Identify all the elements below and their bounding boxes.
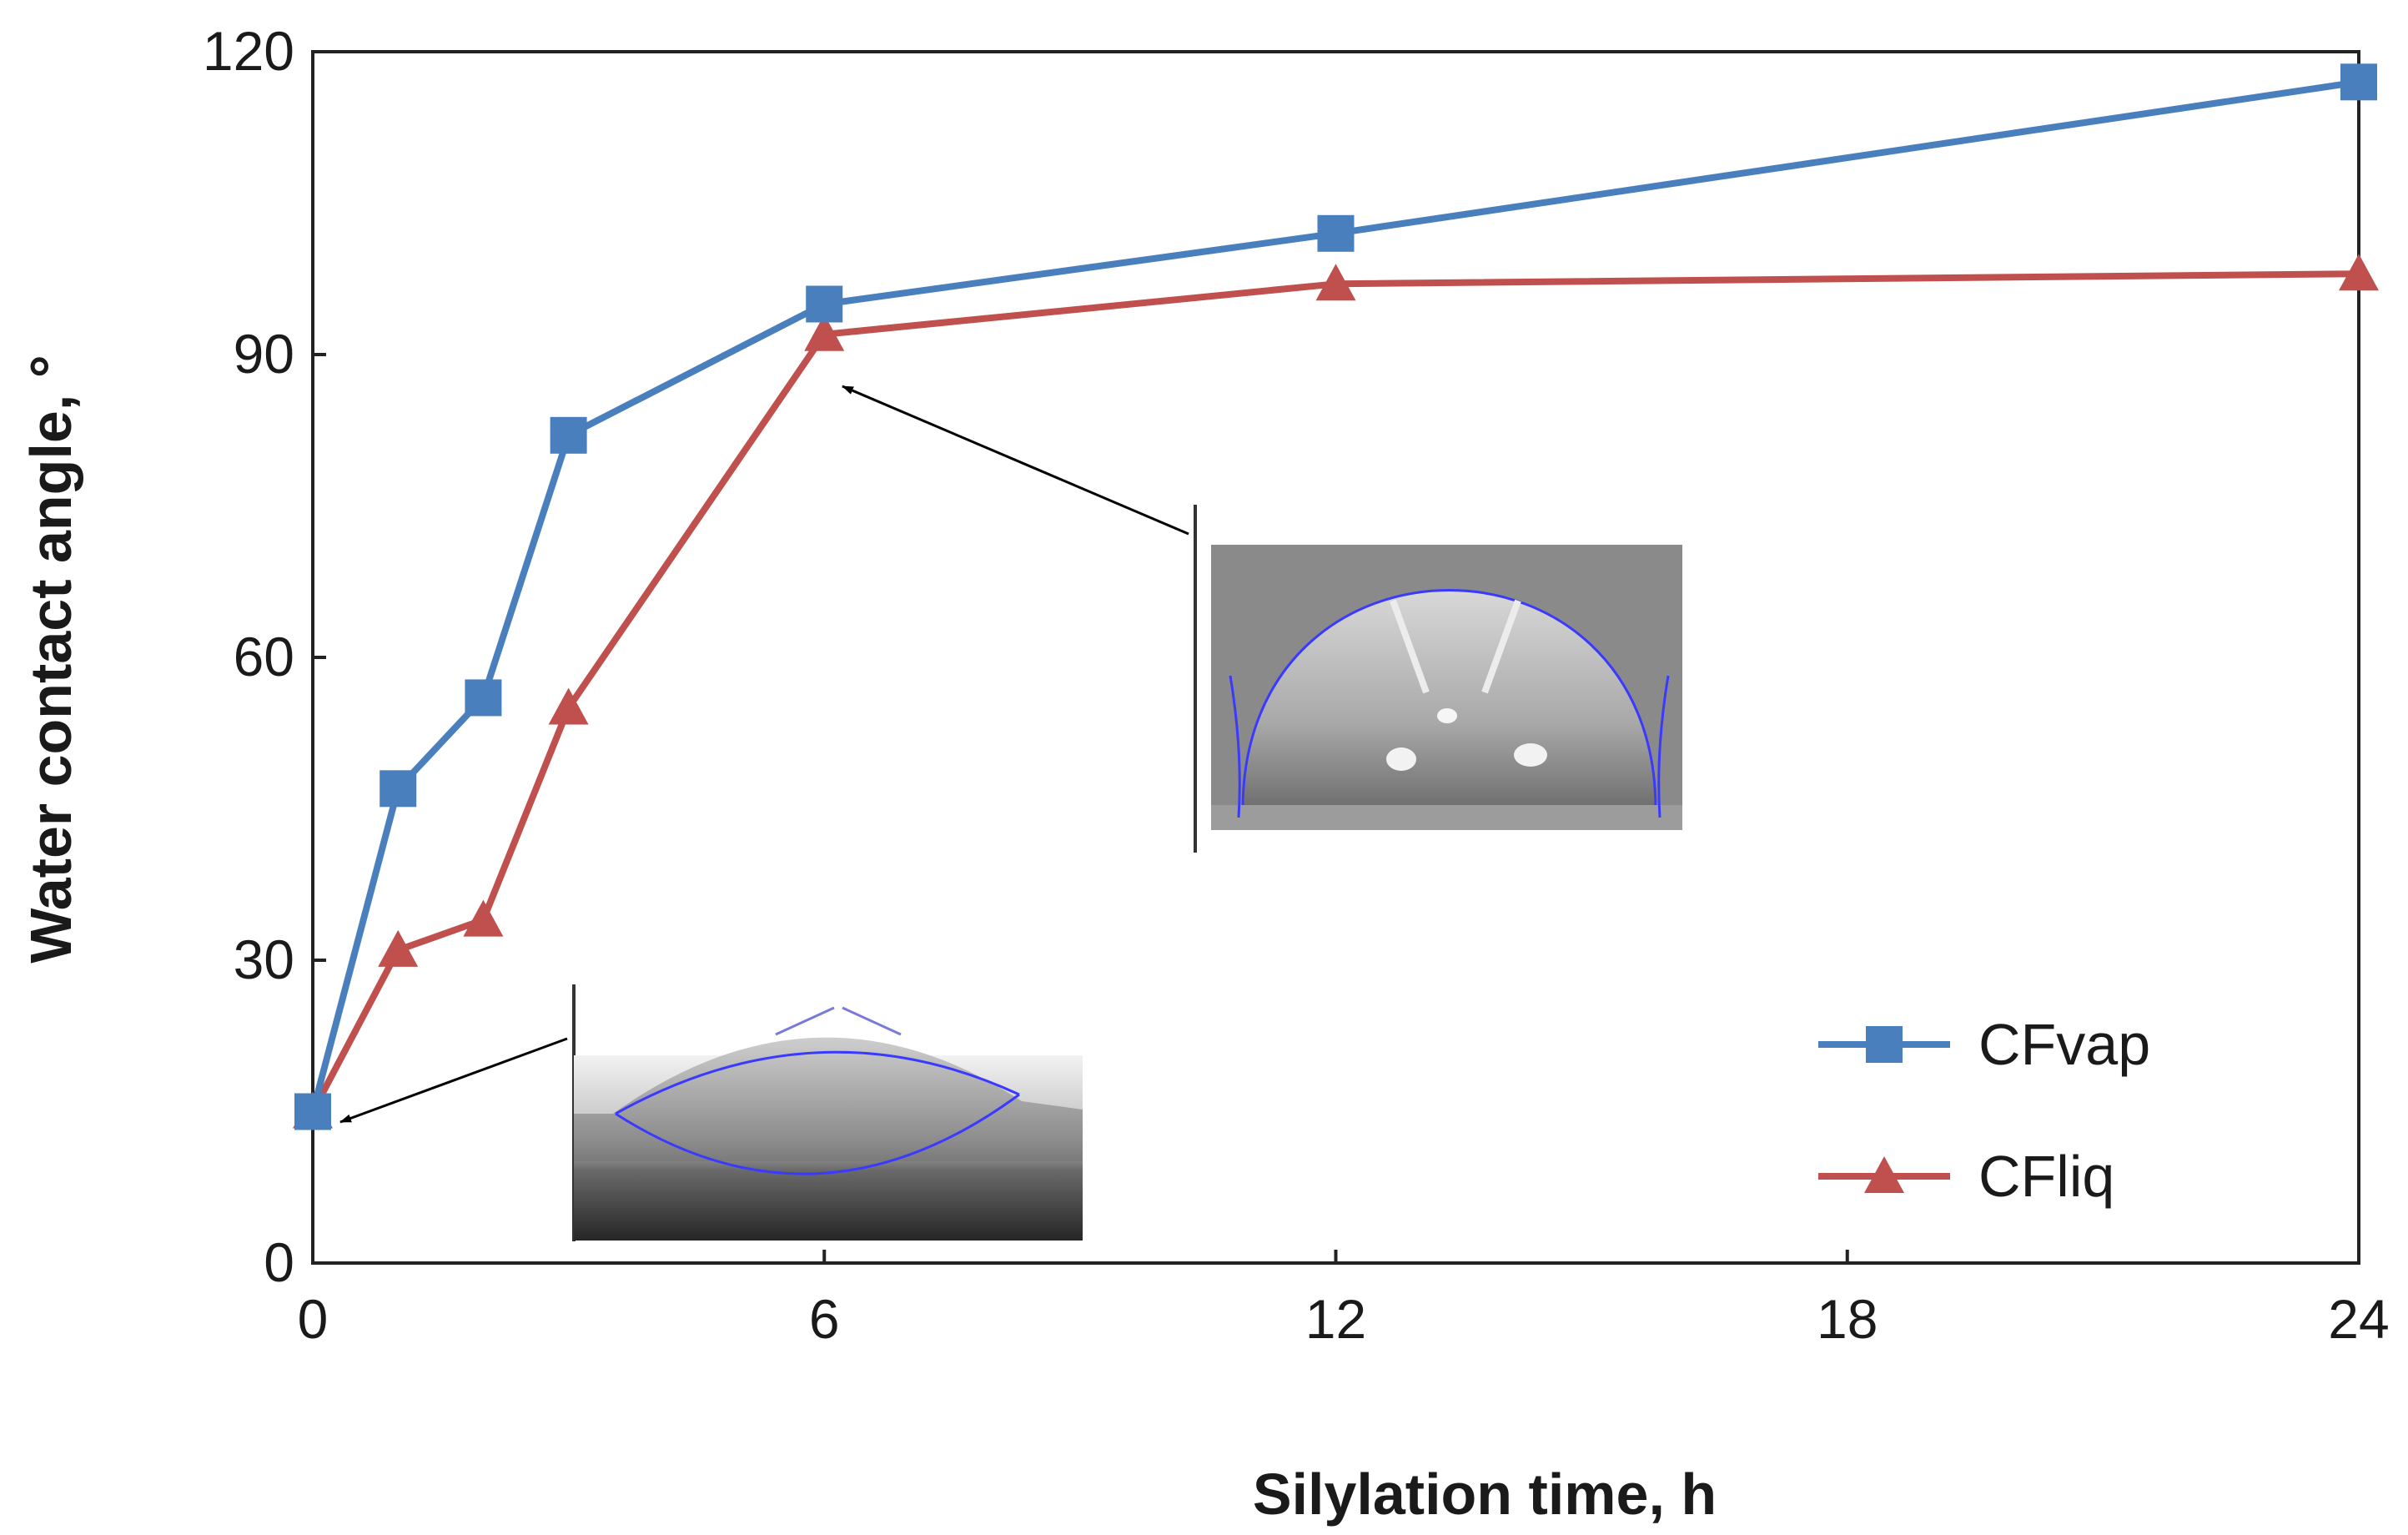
data-point-cfvap bbox=[806, 285, 843, 323]
x-axis: 0 6 12 18 24 bbox=[298, 1250, 2390, 1350]
data-point-cfvap bbox=[2340, 63, 2377, 101]
y-axis: 0 30 60 90 120 bbox=[203, 20, 326, 1293]
data-point-cfliq bbox=[1315, 264, 1356, 301]
legend-item-cfliq: CFliq bbox=[1818, 1144, 2114, 1209]
legend-label-cfvap: CFvap bbox=[1978, 1012, 2150, 1077]
data-point-cfliq bbox=[548, 687, 589, 725]
data-point-cfvap bbox=[1317, 214, 1355, 252]
data-point-cfliq bbox=[2339, 254, 2379, 291]
x-tick-label: 12 bbox=[1305, 1288, 1366, 1350]
data-point-cfvap bbox=[380, 770, 417, 808]
data-point-cfvap bbox=[294, 1093, 331, 1130]
legend-marker-square-icon bbox=[1866, 1026, 1903, 1063]
data-point-cfliq bbox=[378, 929, 419, 967]
legend-marker-triangle-icon bbox=[1864, 1156, 1904, 1193]
y-tick-label: 120 bbox=[203, 20, 294, 82]
y-tick-label: 60 bbox=[234, 626, 294, 687]
legend-label-cfliq: CFliq bbox=[1978, 1144, 2114, 1209]
x-axis-title: Silylation time, h bbox=[1253, 1462, 1717, 1527]
x-tick-label: 24 bbox=[2328, 1288, 2389, 1350]
y-axis-title: Water contact angle, ° bbox=[18, 355, 83, 963]
y-tick-label: 90 bbox=[234, 323, 294, 385]
inset-droplet-high bbox=[1194, 505, 1682, 853]
annotation-arrow-high bbox=[842, 385, 1189, 536]
x-tick-label: 18 bbox=[1817, 1288, 1878, 1350]
y-tick-label: 0 bbox=[264, 1231, 294, 1293]
legend-item-cfvap: CFvap bbox=[1818, 1012, 2150, 1077]
annotation-arrow-low bbox=[339, 1037, 568, 1124]
inset-droplet-low bbox=[572, 984, 1083, 1241]
data-point-cfliq bbox=[804, 314, 845, 351]
data-point-cfvap bbox=[550, 416, 587, 454]
data-point-cfliq bbox=[463, 899, 504, 937]
y-tick-label: 30 bbox=[234, 929, 294, 990]
data-point-cfvap bbox=[465, 679, 502, 717]
x-tick-label: 0 bbox=[298, 1288, 329, 1350]
legend: CFvap CFliq bbox=[1818, 1012, 2150, 1209]
series-layer bbox=[293, 63, 2379, 1130]
x-tick-label: 6 bbox=[809, 1288, 840, 1350]
